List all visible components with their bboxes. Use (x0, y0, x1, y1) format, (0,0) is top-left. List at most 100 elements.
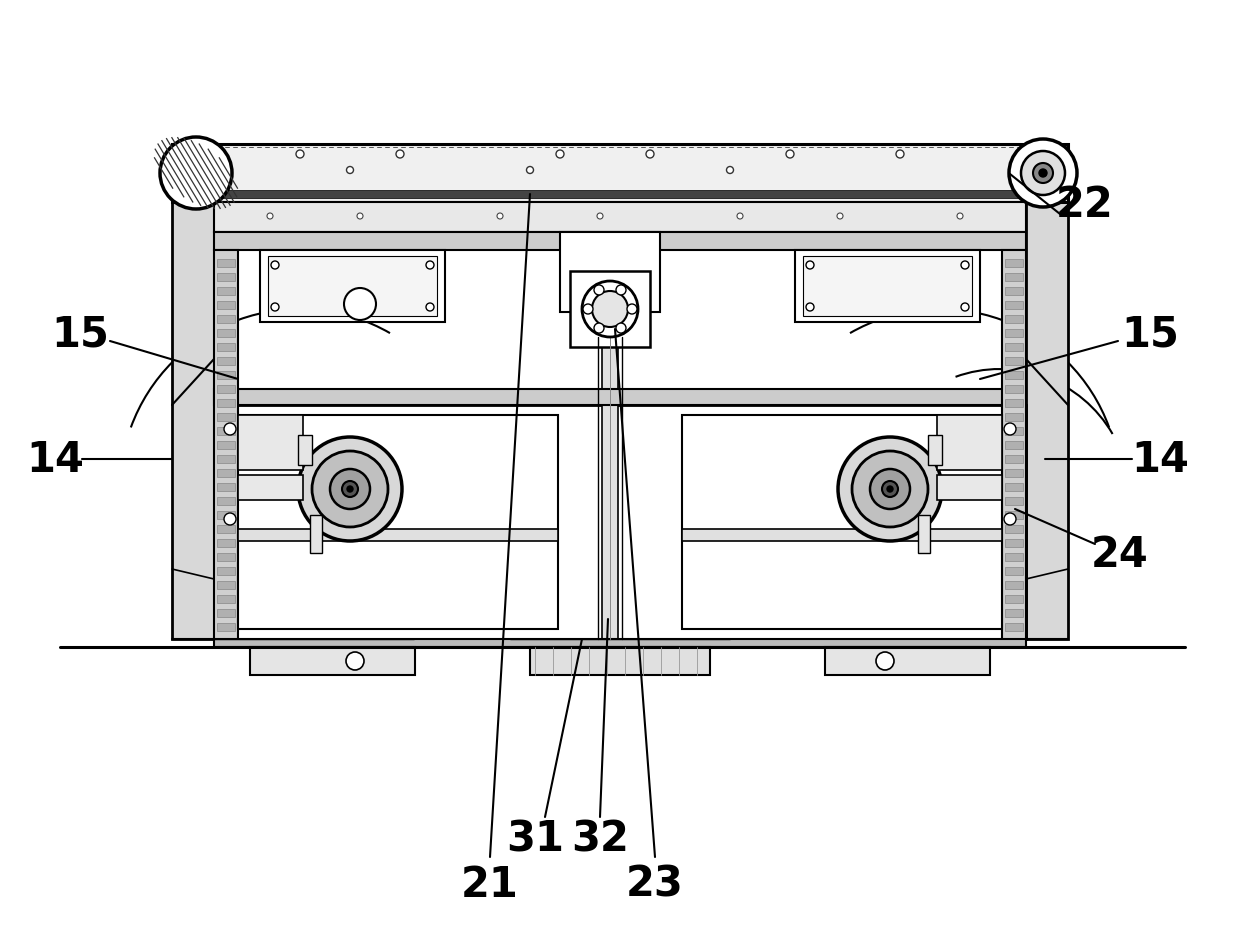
Circle shape (346, 168, 353, 174)
Bar (1002, 250, 1025, 641)
Bar (217, 553, 236, 562)
Text: 15: 15 (51, 313, 109, 356)
Bar (238, 416, 558, 629)
Bar (238, 475, 303, 501)
Bar (1004, 288, 1023, 296)
Circle shape (806, 304, 813, 311)
Bar (215, 406, 1025, 640)
Circle shape (616, 286, 626, 296)
Circle shape (646, 150, 653, 159)
Circle shape (342, 482, 358, 498)
Text: 32: 32 (572, 818, 629, 860)
Bar (1004, 498, 1023, 506)
Bar (217, 498, 236, 506)
Circle shape (1004, 513, 1016, 526)
Circle shape (627, 305, 637, 315)
Bar (1004, 526, 1023, 533)
Bar (1025, 175, 1068, 640)
Bar (217, 609, 236, 617)
Text: 14: 14 (1131, 439, 1189, 481)
Bar (217, 526, 236, 533)
Bar (238, 529, 558, 542)
Bar (1004, 316, 1023, 324)
Bar (215, 389, 1025, 406)
Bar (1004, 484, 1023, 491)
Bar (918, 515, 930, 553)
Text: 31: 31 (506, 818, 564, 860)
Circle shape (897, 150, 904, 159)
Circle shape (957, 214, 963, 220)
Bar (217, 288, 236, 296)
Circle shape (596, 214, 603, 220)
Text: 21: 21 (461, 863, 518, 905)
Bar (217, 540, 236, 547)
Circle shape (594, 324, 604, 334)
Bar (217, 371, 236, 380)
Bar (217, 582, 236, 589)
Circle shape (312, 451, 388, 527)
Bar (1004, 511, 1023, 520)
Circle shape (346, 652, 365, 670)
Bar (177, 190, 1063, 199)
Bar (215, 232, 1025, 250)
Bar (1004, 386, 1023, 393)
Bar (1004, 609, 1023, 617)
Circle shape (882, 482, 898, 498)
Circle shape (852, 451, 928, 527)
Bar (217, 455, 236, 464)
Bar (217, 413, 236, 422)
Circle shape (427, 262, 434, 269)
Bar (268, 257, 436, 317)
Circle shape (556, 150, 564, 159)
Bar (217, 260, 236, 268)
Circle shape (298, 438, 402, 542)
Bar (215, 203, 1025, 232)
Bar (217, 302, 236, 309)
Text: 22: 22 (1056, 184, 1114, 226)
Bar (1004, 274, 1023, 282)
Circle shape (343, 288, 376, 321)
Bar (1004, 624, 1023, 631)
Bar (937, 416, 1002, 470)
Bar (217, 427, 236, 436)
Bar (1004, 371, 1023, 380)
Bar (238, 416, 303, 470)
Circle shape (887, 486, 893, 492)
Bar (250, 647, 415, 675)
Bar (217, 469, 236, 478)
Bar (217, 442, 236, 449)
Circle shape (1004, 424, 1016, 436)
Bar (260, 250, 445, 323)
Circle shape (875, 652, 894, 670)
Bar (1004, 540, 1023, 547)
Bar (1004, 400, 1023, 407)
Text: 15: 15 (1121, 313, 1179, 356)
Bar (1004, 442, 1023, 449)
Bar (1004, 469, 1023, 478)
Bar (217, 386, 236, 393)
Circle shape (296, 150, 304, 159)
Bar (825, 647, 990, 675)
Circle shape (224, 424, 236, 436)
Circle shape (160, 138, 232, 209)
Circle shape (786, 150, 794, 159)
Circle shape (272, 262, 279, 269)
Bar (601, 338, 618, 640)
Text: 23: 23 (626, 863, 684, 905)
Bar (172, 145, 1068, 203)
Text: 24: 24 (1091, 533, 1149, 575)
Bar (1004, 595, 1023, 604)
Bar (215, 640, 1025, 647)
Bar (804, 257, 972, 317)
Bar (217, 567, 236, 575)
Circle shape (347, 486, 353, 492)
Circle shape (616, 324, 626, 334)
Bar (217, 511, 236, 520)
Bar (1004, 260, 1023, 268)
Circle shape (427, 304, 434, 311)
Circle shape (838, 438, 942, 542)
Circle shape (837, 214, 843, 220)
Circle shape (267, 214, 273, 220)
Bar (172, 175, 215, 640)
Bar (795, 250, 980, 323)
